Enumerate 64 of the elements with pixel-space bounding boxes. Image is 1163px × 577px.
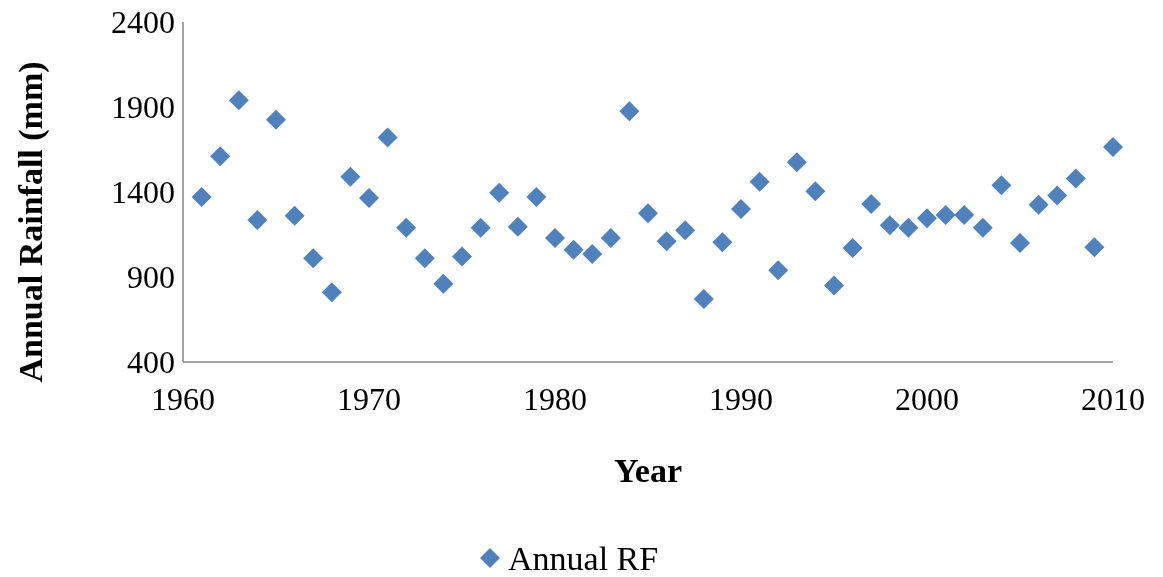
point xyxy=(526,187,547,208)
point xyxy=(396,217,417,238)
point xyxy=(1010,233,1030,253)
point xyxy=(991,175,1012,196)
y-tick-label: 1900 xyxy=(111,89,175,125)
y-tick-label: 2400 xyxy=(111,4,175,40)
point xyxy=(1047,185,1068,206)
point xyxy=(1028,194,1049,215)
point xyxy=(340,166,361,187)
x-tick-label: 1970 xyxy=(337,381,401,417)
point xyxy=(563,239,584,260)
point xyxy=(954,204,975,225)
point xyxy=(656,231,677,252)
point xyxy=(470,217,491,238)
point xyxy=(191,187,212,208)
point xyxy=(879,215,900,236)
y-axis-title: Annual Rainfall (mm) xyxy=(12,61,50,383)
point xyxy=(935,204,956,225)
x-tick-label: 2000 xyxy=(895,381,959,417)
point xyxy=(321,282,342,303)
point xyxy=(824,275,844,296)
point xyxy=(359,187,379,208)
point xyxy=(749,171,770,192)
point xyxy=(768,260,789,281)
point xyxy=(452,246,472,267)
legend-label: Annual RF xyxy=(508,539,659,577)
point xyxy=(693,289,714,310)
point xyxy=(507,216,528,237)
point xyxy=(786,152,807,173)
point xyxy=(284,205,305,226)
point xyxy=(861,193,882,214)
point xyxy=(210,146,231,167)
x-tick-label: 1990 xyxy=(709,381,773,417)
point xyxy=(266,109,286,130)
point xyxy=(712,232,733,253)
point xyxy=(303,248,324,269)
point xyxy=(898,217,919,238)
point xyxy=(1084,237,1105,258)
x-tick-label: 2010 xyxy=(1081,381,1145,417)
point xyxy=(619,101,640,122)
point xyxy=(1065,168,1086,189)
point xyxy=(489,182,510,203)
point xyxy=(247,210,268,231)
point xyxy=(842,238,863,259)
point xyxy=(638,203,658,224)
point xyxy=(1103,136,1123,157)
y-tick-label: 1400 xyxy=(111,174,175,210)
point xyxy=(582,244,603,265)
x-tick-label: 1980 xyxy=(523,381,587,417)
point xyxy=(414,248,435,269)
x-tick-label: 1960 xyxy=(151,381,215,417)
point xyxy=(228,90,249,111)
point xyxy=(917,208,937,229)
point xyxy=(675,220,696,241)
point xyxy=(377,127,398,148)
point xyxy=(972,217,993,238)
x-axis-title: Year xyxy=(614,452,682,489)
y-tick-label: 400 xyxy=(127,344,175,380)
y-tick-label: 900 xyxy=(127,259,175,295)
point xyxy=(545,227,565,248)
point xyxy=(805,181,826,202)
point xyxy=(731,199,751,219)
point xyxy=(433,273,454,294)
point xyxy=(600,227,621,248)
